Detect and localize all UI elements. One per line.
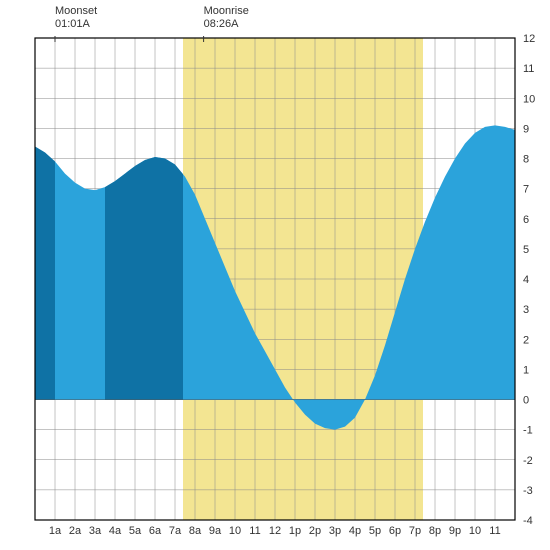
- y-tick-label: 7: [523, 184, 529, 196]
- y-tick-label: 0: [523, 395, 529, 407]
- x-tick-label: 8p: [429, 525, 441, 537]
- y-tick-label: -4: [523, 515, 533, 527]
- x-tick-label: 12: [269, 525, 281, 537]
- x-tick-label: 10: [229, 525, 241, 537]
- y-tick-label: 5: [523, 244, 529, 256]
- x-tick-label: 11: [249, 525, 260, 537]
- x-tick-label: 7a: [169, 525, 182, 537]
- moonrise-title: Moonrise: [204, 5, 249, 17]
- x-tick-label: 4p: [349, 525, 361, 537]
- y-tick-label: 1: [523, 364, 529, 376]
- x-tick-label: 7p: [409, 525, 421, 537]
- tide-chart: 1a2a3a4a5a6a7a8a9a1011121p2p3p4p5p6p7p8p…: [0, 0, 550, 550]
- x-tick-label: 3a: [89, 525, 102, 537]
- x-tick-label: 4a: [109, 525, 122, 537]
- chart-svg: 1a2a3a4a5a6a7a8a9a1011121p2p3p4p5p6p7p8p…: [0, 0, 550, 550]
- x-tick-label: 5p: [369, 525, 381, 537]
- x-tick-label: 10: [469, 525, 481, 537]
- y-tick-label: 8: [523, 154, 529, 166]
- y-tick-label: 3: [523, 304, 529, 316]
- y-tick-label: 2: [523, 334, 529, 346]
- moonset-title: Moonset: [55, 5, 97, 17]
- x-tick-label: 11: [489, 525, 500, 537]
- x-tick-label: 6a: [149, 525, 162, 537]
- y-tick-label: -3: [523, 485, 533, 497]
- y-tick-label: 6: [523, 214, 529, 226]
- y-tick-label: -2: [523, 455, 533, 467]
- moonset-time: 01:01A: [55, 18, 91, 30]
- x-tick-label: 6p: [389, 525, 401, 537]
- x-tick-label: 2p: [309, 525, 321, 537]
- x-tick-label: 5a: [129, 525, 142, 537]
- x-tick-label: 2a: [69, 525, 82, 537]
- x-tick-label: 9a: [209, 525, 222, 537]
- y-tick-label: 12: [523, 33, 535, 45]
- y-tick-label: 9: [523, 123, 529, 135]
- moonrise-time: 08:26A: [204, 18, 240, 30]
- y-tick-label: -1: [523, 425, 533, 437]
- x-tick-label: 1a: [49, 525, 62, 537]
- x-tick-label: 1p: [289, 525, 301, 537]
- x-tick-label: 9p: [449, 525, 461, 537]
- x-tick-label: 3p: [329, 525, 341, 537]
- y-tick-label: 4: [523, 274, 529, 286]
- y-tick-label: 10: [523, 93, 535, 105]
- y-tick-label: 11: [523, 63, 534, 75]
- x-tick-label: 8a: [189, 525, 202, 537]
